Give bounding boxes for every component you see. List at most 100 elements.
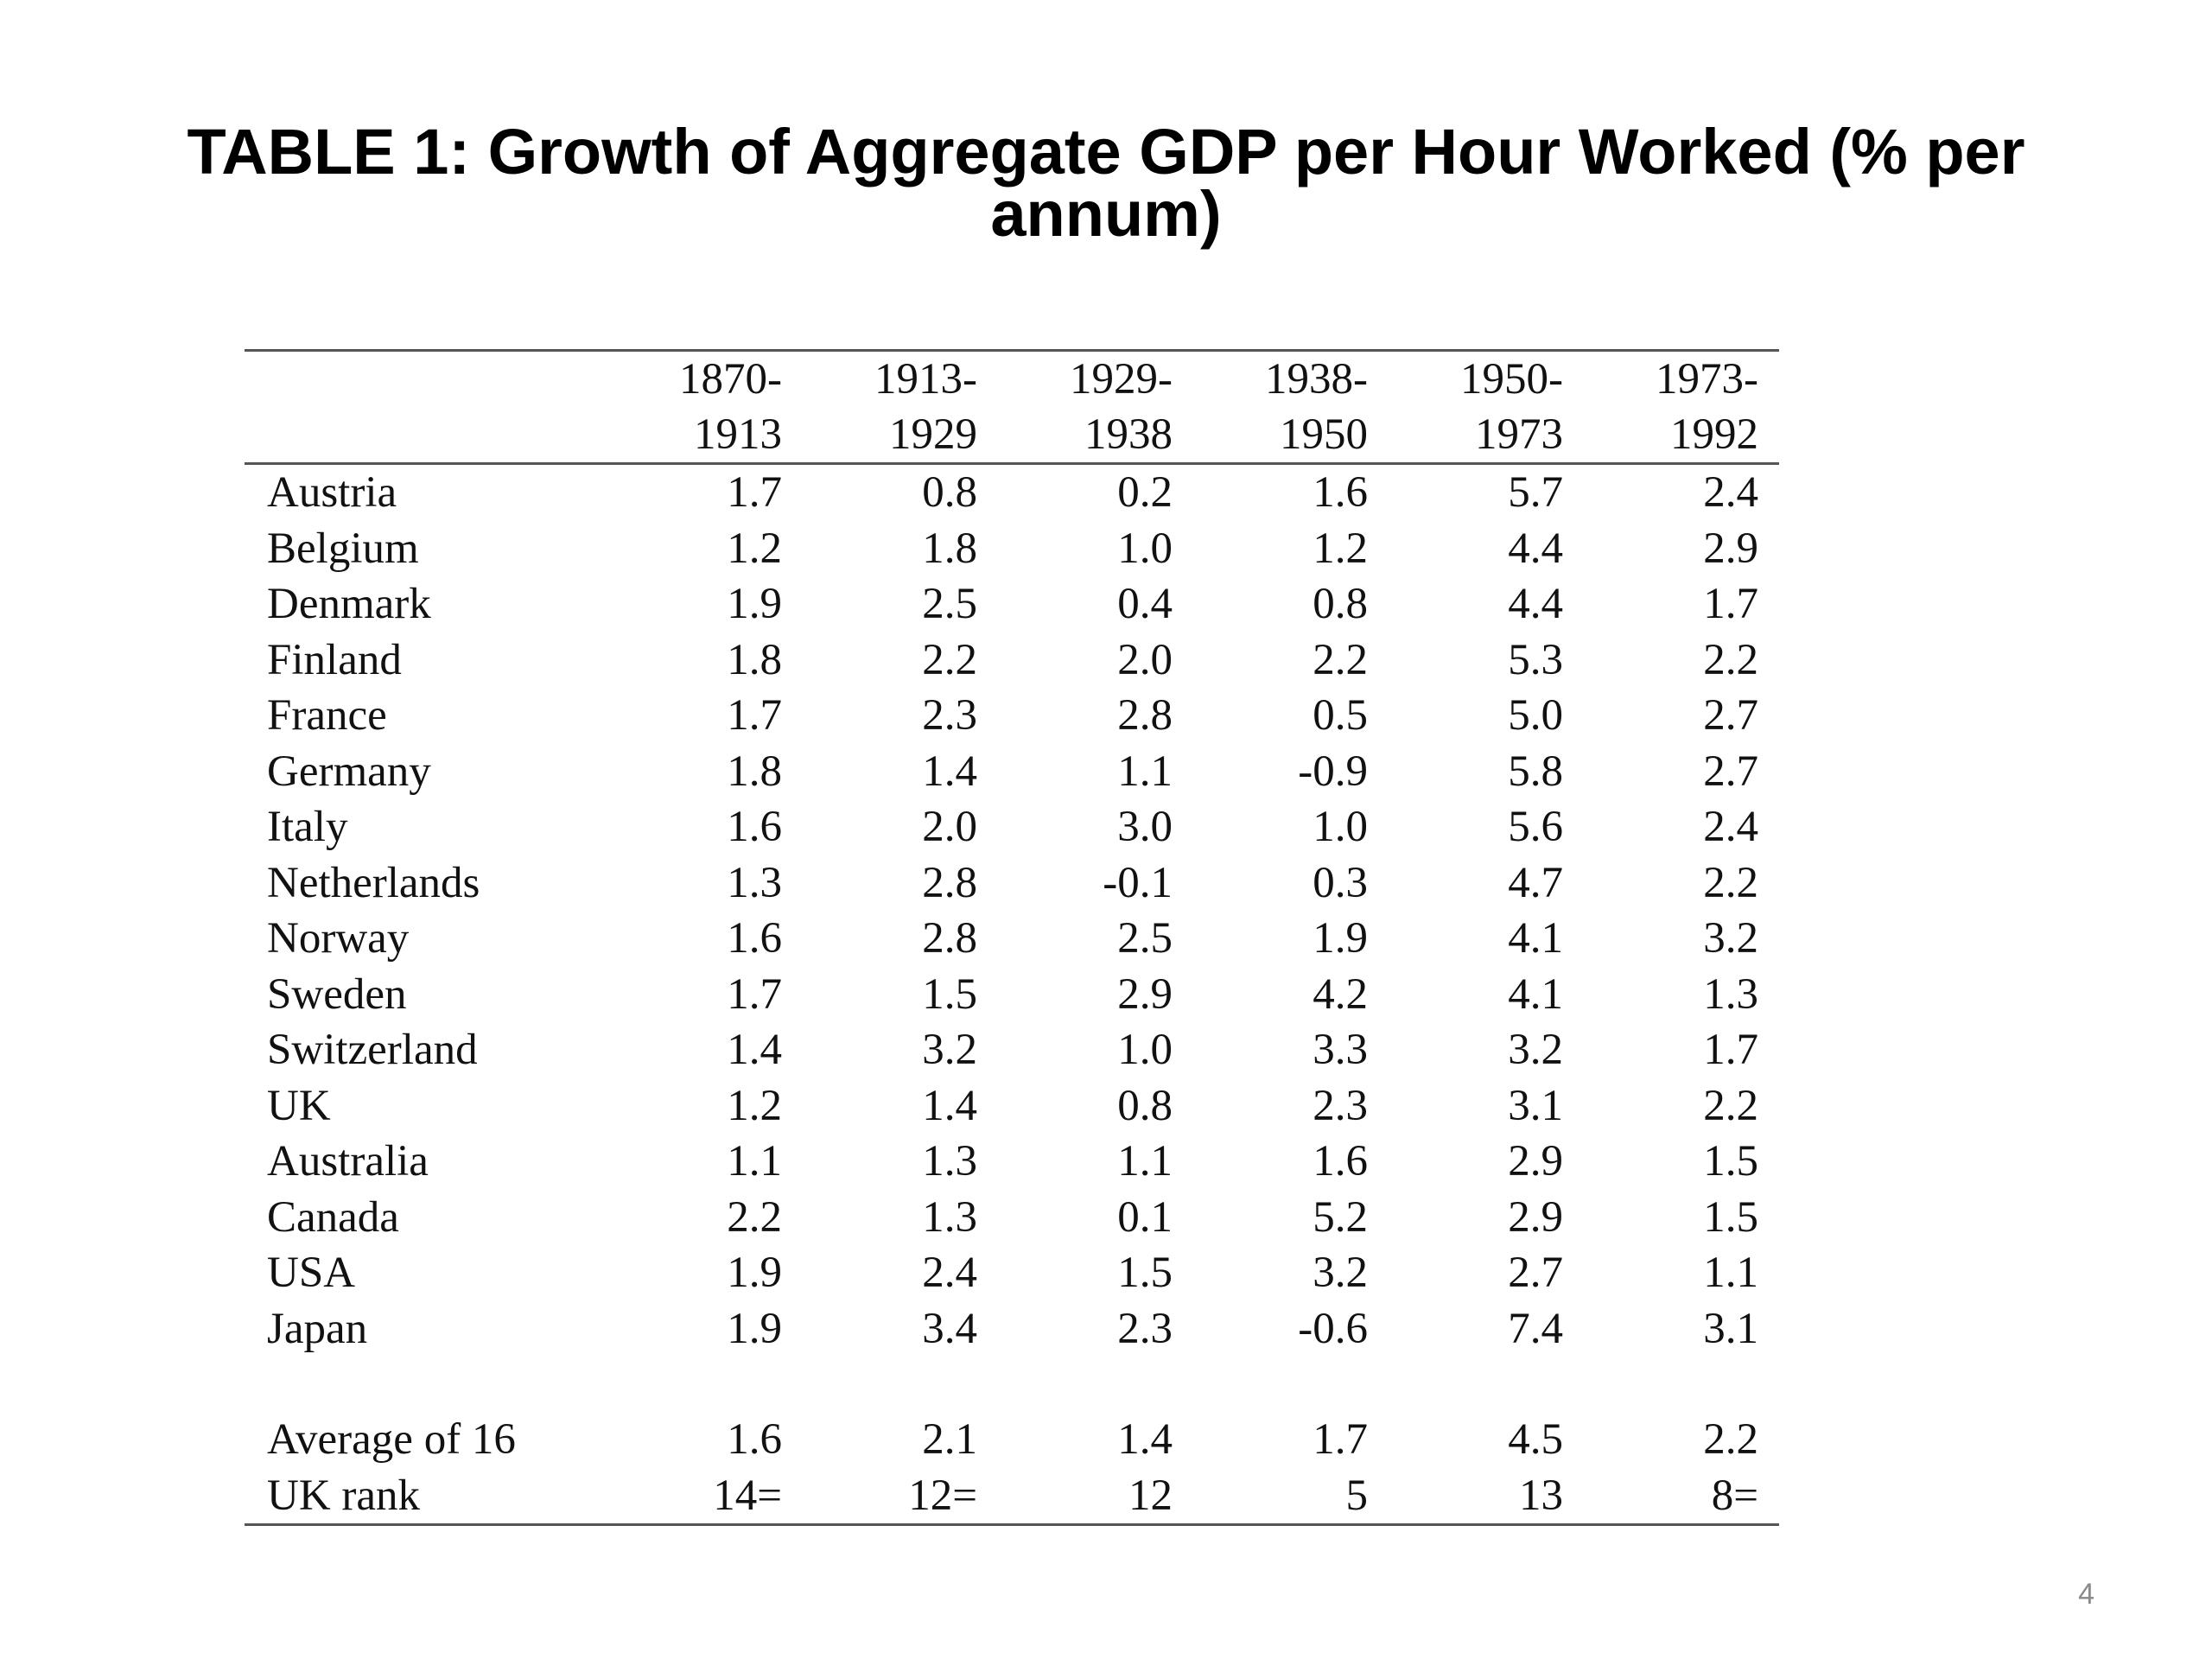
country-cell: Belgium	[267, 524, 419, 573]
value-cell: 2.5	[922, 580, 977, 628]
value-cell: 1.0	[1313, 803, 1368, 851]
value-cell: 1.6	[727, 803, 782, 851]
country-cell: Average of 16	[267, 1415, 516, 1464]
value-cell: 3.2	[922, 1026, 977, 1074]
value-cell: 3.2	[1313, 1249, 1368, 1297]
value-cell: 5.6	[1508, 803, 1563, 851]
table-row: Japan 1.9 3.4 2.3 -0.6 7.4 3.1	[245, 1301, 1779, 1357]
value-cell: 14=	[607, 1467, 803, 1526]
table-row: Sweden 1.7 1.5 2.9 4.2 4.1 1.3	[245, 967, 1779, 1023]
value-cell: 8=	[1584, 1467, 1779, 1526]
table-body: Austria 1.7 0.8 0.2 1.6 5.7 2.4 Belgium 1.2 1.8 1.…	[245, 464, 1779, 1526]
value-cell: 2.0	[922, 803, 977, 851]
value-cell: 1.4	[1117, 1415, 1173, 1464]
value-cell: 2.2	[1703, 1415, 1758, 1464]
country-cell: USA	[267, 1249, 356, 1297]
country-cell: France	[267, 691, 387, 740]
country-cell: Germany	[267, 747, 431, 796]
value-cell: 1.3	[727, 858, 782, 907]
value-cell: 4.4	[1508, 580, 1563, 628]
value-cell: 1.9	[727, 1249, 782, 1297]
value-cell: 2.2	[727, 1192, 782, 1242]
value-cell: 2.2	[1313, 635, 1368, 684]
value-cell: 1.6	[727, 914, 782, 963]
country-cell: Finland	[267, 635, 402, 684]
table-row: Average of 16 1.6 2.1 1.4 1.7 4.5 2.2	[245, 1412, 1779, 1468]
country-cell: Sweden	[267, 969, 407, 1019]
value-cell: 1.6	[1313, 1137, 1368, 1185]
value-cell: 1.1	[1117, 747, 1173, 796]
value-cell: 4.5	[1508, 1415, 1563, 1464]
value-cell: 2.8	[922, 858, 977, 907]
value-cell: 1.1	[1117, 1137, 1173, 1185]
value-cell: 1.4	[922, 747, 977, 796]
value-cell: 3.2	[1508, 1026, 1563, 1074]
value-cell: 2.2	[1703, 635, 1758, 684]
value-cell: 1.0	[1117, 524, 1173, 573]
value-cell: 2.8	[922, 914, 977, 963]
slide-title: TABLE 1: Growth of Aggregate GDP per Hou…	[156, 116, 2056, 250]
value-cell: 2.1	[922, 1415, 977, 1464]
value-cell: 2.8	[1117, 691, 1173, 740]
value-cell: 12	[998, 1467, 1193, 1526]
value-cell: 1.4	[922, 1081, 977, 1130]
value-cell: 1.9	[727, 580, 782, 628]
title-line-2: annum)	[990, 178, 1222, 250]
value-cell: 3.3	[1313, 1026, 1368, 1074]
value-cell: 1.2	[1313, 524, 1368, 573]
country-cell: Japan	[267, 1304, 368, 1353]
table-row: Finland 1.8 2.2 2.0 2.2 5.3 2.2	[245, 632, 1779, 689]
value-cell: 2.7	[1703, 691, 1758, 740]
table-row: France 1.7 2.3 2.8 0.5 5.0 2.7	[245, 688, 1779, 744]
value-cell: 5	[1193, 1467, 1389, 1526]
value-cell: 0.2	[1117, 468, 1173, 517]
value-cell: 1.3	[1703, 969, 1758, 1019]
value-cell: -0.6	[1298, 1304, 1368, 1353]
table-row: Italy 1.6 2.0 3.0 1.0 5.6 2.4	[245, 799, 1779, 855]
value-cell: 4.1	[1508, 969, 1563, 1019]
value-cell: 3.1	[1508, 1081, 1563, 1130]
value-cell: 4.1	[1508, 914, 1563, 963]
header-period: 1973- 1992	[1584, 349, 1779, 465]
value-cell: 2.0	[1117, 635, 1173, 684]
value-cell: 5.7	[1508, 468, 1563, 517]
value-cell: 1.5	[1703, 1137, 1758, 1185]
value-cell: 1.7	[727, 691, 782, 740]
value-cell: 1.6	[1313, 468, 1368, 517]
header-period: 1929- 1938	[998, 349, 1193, 465]
table-row: Austria 1.7 0.8 0.2 1.6 5.7 2.4	[245, 464, 1779, 521]
value-cell: 0.8	[1313, 580, 1368, 628]
value-cell: 1.7	[1703, 1026, 1758, 1074]
country-cell: Norway	[267, 914, 410, 963]
header-period: 1950- 1973	[1389, 349, 1584, 465]
table-row: Switzerland 1.4 3.2 1.0 3.3 3.2 1.7	[245, 1022, 1779, 1078]
table-row: UK 1.2 1.4 0.8 2.3 3.1 2.2	[245, 1078, 1779, 1135]
table-row: USA 1.9 2.4 1.5 3.2 2.7 1.1	[245, 1245, 1779, 1301]
value-cell: 3.1	[1703, 1304, 1758, 1353]
table-row: Belgium 1.2 1.8 1.0 1.2 4.4 2.9	[245, 521, 1779, 577]
value-cell: 4.4	[1508, 524, 1563, 573]
value-cell: 1.7	[1703, 580, 1758, 628]
value-cell: 2.4	[922, 1249, 977, 1297]
value-cell: 2.9	[1508, 1192, 1563, 1242]
value-cell: 4.7	[1508, 858, 1563, 907]
value-cell: 5.2	[1313, 1192, 1368, 1242]
value-cell: 1.5	[1703, 1192, 1758, 1242]
page-number: 4	[2078, 1578, 2094, 1611]
title-line-1: TABLE 1: Growth of Aggregate GDP per Hou…	[187, 116, 2025, 188]
value-cell: 2.3	[922, 691, 977, 740]
value-cell: 1.7	[727, 468, 782, 517]
value-cell: 1.2	[727, 524, 782, 573]
value-cell: 1.4	[727, 1026, 782, 1074]
table-header-row: 1870- 1913 1913- 1929 1929- 1938 1938- 1950 …	[245, 349, 1779, 465]
country-cell: Canada	[267, 1192, 399, 1242]
value-cell: 1.9	[727, 1304, 782, 1353]
value-cell: 1.1	[727, 1137, 782, 1185]
header-period: 1913- 1929	[803, 349, 998, 465]
value-cell: 3.4	[922, 1304, 977, 1353]
value-cell: 0.4	[1117, 580, 1173, 628]
header-period: 1938- 1950	[1193, 349, 1389, 465]
value-cell: 5.0	[1508, 691, 1563, 740]
value-cell: 1.7	[1313, 1415, 1368, 1464]
